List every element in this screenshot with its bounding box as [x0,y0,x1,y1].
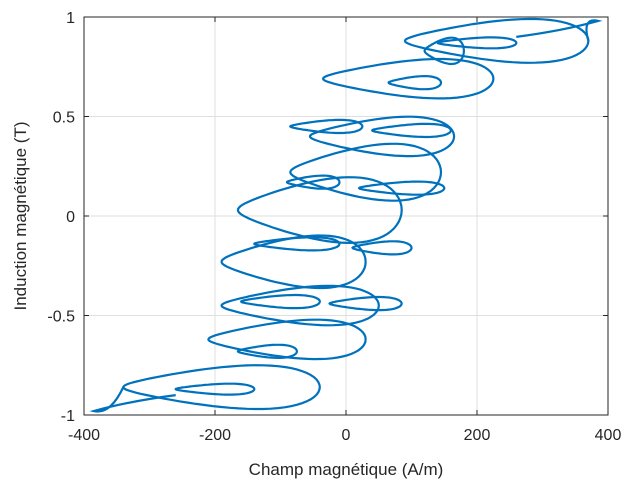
major-loop [423,36,466,66]
minor-loop [371,122,452,139]
major-loop [403,17,590,64]
x-axis-ticks: -400 -200 0 200 400 [68,17,621,444]
y-tick-label: -1 [61,408,75,425]
major-loop [220,284,380,327]
minor-loop [351,240,413,256]
minor-loop [436,36,518,50]
y-tick-label: -0.5 [47,309,75,326]
x-tick-label: 400 [595,427,622,444]
major-loop [122,364,321,411]
upper-tip [516,19,603,42]
y-tick-label: 1 [66,10,75,27]
y-axis-ticks: -1 -0.5 0 0.5 1 [47,10,608,425]
y-tick-label: 0 [66,209,75,226]
minor-loop [387,75,443,91]
x-tick-label: -200 [199,427,231,444]
minor-loop [240,293,321,310]
major-loop [236,176,403,245]
y-axis-label: Induction magnétique (T) [11,122,30,311]
minor-loop [286,174,341,190]
minor-loop [252,236,341,252]
major-loop [289,142,443,202]
x-axis-label: Champ magnétique (A/m) [249,460,444,479]
minor-loop [357,180,446,196]
hysteresis-curve [89,17,603,413]
x-tick-label: 200 [464,427,491,444]
y-tick-label: 0.5 [53,110,75,127]
x-tick-label: 0 [342,427,351,444]
minor-loop [288,118,364,135]
x-tick-label: -400 [68,427,100,444]
minor-loop [328,295,403,312]
major-loop [220,234,367,290]
lower-tip [89,386,176,413]
major-loop [308,115,456,158]
major-loop [321,57,495,100]
minor-loop [236,343,299,359]
major-loop [207,318,367,361]
minor-loop [174,382,256,396]
